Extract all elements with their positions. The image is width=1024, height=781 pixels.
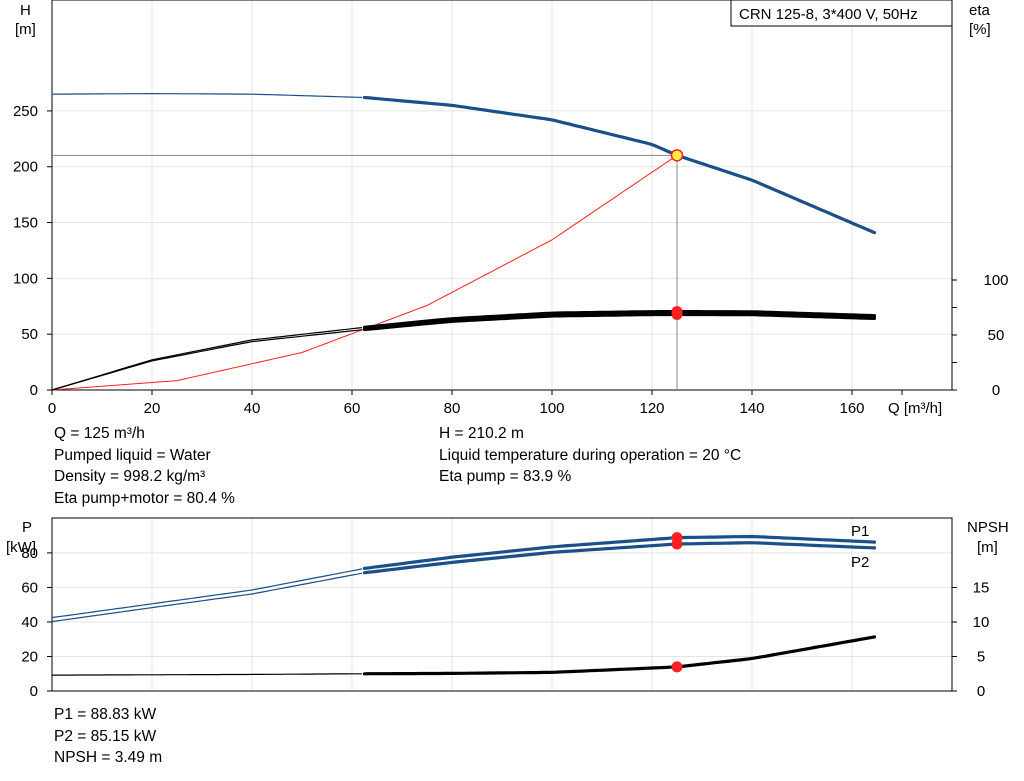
lower-tick-labels: 0 20 40 60 80 0 5 10 15 (21, 545, 989, 700)
duty-point-npsh (671, 661, 683, 673)
h-tick-label: 100 (13, 270, 38, 287)
info-liquid-temperature: Liquid temperature during operation = 20… (439, 446, 742, 464)
head-curve-thick (362, 95, 877, 235)
h-tick-label: 0 (30, 382, 38, 399)
p-tick-label: 80 (21, 545, 38, 562)
pump-title-box (730, 0, 953, 27)
info-p1: P1 = 88.83 kW (54, 706, 157, 723)
p2-series-label: P2 (851, 554, 869, 571)
info-flow: Q = 125 m³/h (54, 425, 145, 442)
upper-tick-labels: 0 20 40 60 80 100 120 140 160 0 50 100 150 200 250 0 50 1… (13, 103, 1009, 417)
duty-point-head (670, 149, 684, 162)
upper-right-axis-unit: [%] (969, 21, 991, 38)
x-tick-label: 60 (344, 400, 361, 417)
info-npsh: NPSH = 3.49 m (54, 749, 163, 766)
eta-pump-motor-curve-thick (362, 312, 877, 332)
x-tick-label: 40 (244, 400, 261, 417)
npsh-tick-label: 15 (973, 580, 990, 597)
upper-right-axis-label: eta (969, 2, 991, 19)
duty-point-p2 (671, 538, 683, 550)
x-axis-label: Q [m³/h] (888, 400, 942, 417)
upper-grid (51, 0, 952, 390)
eta-tick-label: 100 (983, 272, 1008, 289)
upper-plot-frame (51, 0, 953, 391)
h-tick-label: 50 (21, 326, 38, 343)
head-curve-thin (51, 93, 363, 98)
npsh-tick-label: 5 (977, 649, 985, 666)
h-tick-label: 150 (13, 215, 38, 232)
x-tick-label: 160 (839, 400, 864, 417)
lower-left-axis-label: P (22, 519, 32, 536)
x-tick-label: 20 (144, 400, 161, 417)
duty-point-layer (670, 149, 684, 673)
lower-right-axis-label: NPSH (967, 519, 1009, 536)
p-tick-label: 0 (30, 683, 38, 700)
x-tick-label: 120 (639, 400, 664, 417)
lower-left-axis-unit: [kW] (6, 539, 36, 556)
h-tick-label: 250 (13, 103, 38, 120)
info-density: Density = 998.2 kg/m³ (54, 468, 206, 485)
upper-left-axis-unit: [m] (15, 21, 36, 38)
npsh-curve-thin (52, 673, 362, 676)
info-head: H = 210.2 m (439, 425, 524, 442)
info-eta-pump-motor: Eta pump+motor = 80.4 % (54, 489, 235, 507)
info-p2: P2 = 85.15 kW (54, 727, 157, 745)
p2-curve-thick (362, 541, 877, 575)
system-curve (51, 154, 678, 391)
x-tick-label: 140 (739, 400, 764, 417)
h-tick-label: 200 (13, 159, 38, 176)
npsh-curve-thick (362, 635, 877, 676)
p1-series-label: P1 (851, 523, 869, 540)
eta-pump-curve-thin (51, 327, 363, 391)
power-info: P1 = 88.83 kW P2 = 85.15 kW NPSH = 3.49 … (54, 704, 162, 769)
p-tick-label: 40 (21, 614, 38, 631)
upper-left-axis-label: H (20, 2, 31, 19)
duty-info-left: Q = 125 m³/h Pumped liquid = Water Densi… (54, 423, 235, 509)
lower-right-axis-unit: [m] (977, 539, 998, 556)
p-tick-label: 20 (21, 648, 38, 665)
info-eta-pump: Eta pump = 83.9 % (439, 468, 572, 485)
p1-curve-thick (362, 534, 877, 570)
p2-curve-thin (51, 572, 363, 623)
eta-tick-label: 50 (988, 327, 1005, 344)
eta-pump-curve-thick (362, 310, 877, 329)
x-tick-label: 0 (48, 400, 56, 417)
p1-curve-thin (51, 568, 363, 619)
curves-layer: P1 P2 (51, 93, 877, 676)
p-tick-label: 60 (21, 579, 38, 596)
x-tick-label: 80 (444, 400, 461, 417)
duty-point-eta-pump-motor (671, 308, 683, 320)
pump-title: CRN 125-8, 3*400 V, 50Hz (739, 6, 918, 23)
duty-info-right: H = 210.2 m Liquid temperature during op… (439, 423, 741, 488)
info-liquid: Pumped liquid = Water (54, 446, 211, 464)
npsh-tick-label: 10 (973, 614, 990, 631)
npsh-tick-label: 0 (977, 683, 985, 700)
lower-plot-frame (51, 517, 953, 692)
eta-pump-motor-curve-thin (51, 329, 363, 391)
eta-tick-label: 0 (992, 382, 1000, 399)
x-tick-label: 100 (539, 400, 564, 417)
